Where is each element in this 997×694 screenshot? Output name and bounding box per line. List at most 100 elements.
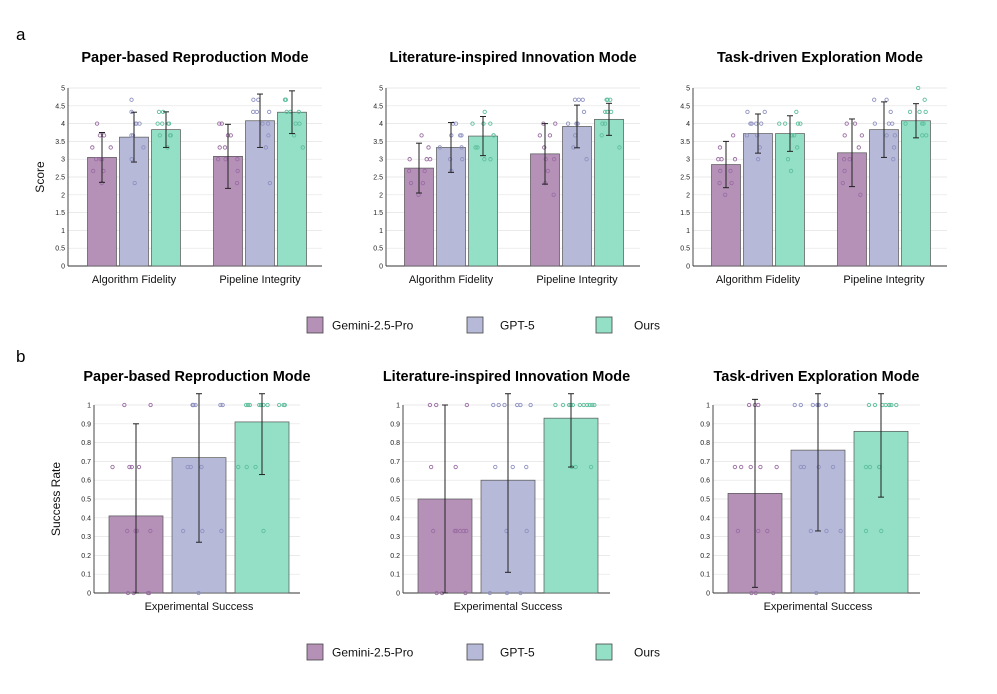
data-point [756,402,761,408]
y-tick-label: 4 [61,121,65,128]
y-tick-label: 0.9 [700,421,710,428]
data-point [756,528,761,534]
data-point [130,133,136,138]
data-point [572,97,578,102]
data-point [872,121,877,126]
data-point [808,528,814,534]
data-point [222,145,228,150]
data-point [590,402,595,408]
legend-swatch [466,643,484,661]
data-point [193,402,198,408]
data-point [266,133,271,138]
data-point [729,180,734,186]
y-tick-label: 5 [379,86,383,93]
data-point [243,402,249,408]
data-point [553,402,558,408]
bar [277,111,307,267]
y-tick-label: 0 [379,264,383,271]
data-point [434,402,439,408]
data-point [600,121,605,126]
data-point [842,133,847,138]
data-point [581,402,586,408]
data-point [732,464,738,470]
y-tick-label: 0.9 [390,421,400,428]
y-tick-label: 3 [686,157,690,164]
y-tick-label: 1 [396,403,400,410]
data-point [215,157,221,162]
y-tick-label: 0.1 [700,572,710,579]
data-point [872,97,877,102]
data-point [491,402,496,408]
chart-title: Paper-based Reproduction Mode [83,369,310,385]
data-point [491,133,496,138]
chart-title: Task-driven Exploration Mode [714,369,920,385]
data-point [917,109,922,115]
y-tick-label: 1.5 [55,210,65,217]
data-point [852,121,858,126]
y-tick-label: 0.4 [81,515,91,522]
y-tick-label: 0.5 [55,246,65,253]
y-tick-label: 0.5 [373,246,383,253]
data-point [745,109,750,115]
data-point [254,109,259,115]
data-point [453,464,458,470]
legend-swatch [306,316,324,334]
data-point [735,528,741,534]
y-tick-label: 0.8 [81,440,91,447]
data-point [551,192,556,197]
data-point [753,590,758,596]
data-point [200,528,205,534]
data-point [110,464,115,470]
data-point [101,133,107,138]
data-point [718,168,723,174]
data-point [916,85,921,91]
data-point [891,145,897,150]
data-point [814,590,819,596]
data-point [903,121,908,126]
legend-swatch [595,316,613,334]
data-point [453,121,459,126]
data-point [496,402,501,408]
data-point [235,157,240,162]
data-point [263,145,269,150]
data-point [282,97,288,102]
y-tick-label: 0.8 [390,440,400,447]
data-point [728,168,733,174]
data-point [244,464,249,470]
data-point [108,145,113,150]
data-point [475,145,480,150]
data-point [420,180,426,186]
data-point [236,464,241,470]
data-point [461,528,466,534]
data-point [459,145,464,150]
data-point [872,402,878,408]
panel-label-b: b [16,347,25,366]
data-point [602,121,608,126]
data-point [858,192,863,197]
y-tick-label: 0.6 [390,478,400,485]
y-tick-label: 0.4 [390,515,400,522]
data-point [219,528,224,534]
legend-swatch [466,316,484,334]
data-point [608,109,614,115]
data-point [815,402,820,408]
legend-label: Ours [634,319,660,333]
data-point [924,133,929,138]
data-point [422,168,427,174]
data-point [90,145,95,150]
data-point [886,121,892,126]
data-point [502,402,507,408]
data-point [524,464,529,470]
data-point [251,109,256,115]
data-point [300,145,305,150]
data-point [553,121,558,126]
data-point [457,133,463,138]
legend-swatch [306,643,324,661]
data-point [459,133,464,138]
data-point [464,402,470,408]
chart-b3: Task-driven Exploration Mode 0 0.1 0.2 0.3 0.… [700,369,920,613]
data-point [454,528,459,534]
y-tick-label: 0.6 [700,478,710,485]
data-point [755,157,761,162]
bar [901,120,931,267]
